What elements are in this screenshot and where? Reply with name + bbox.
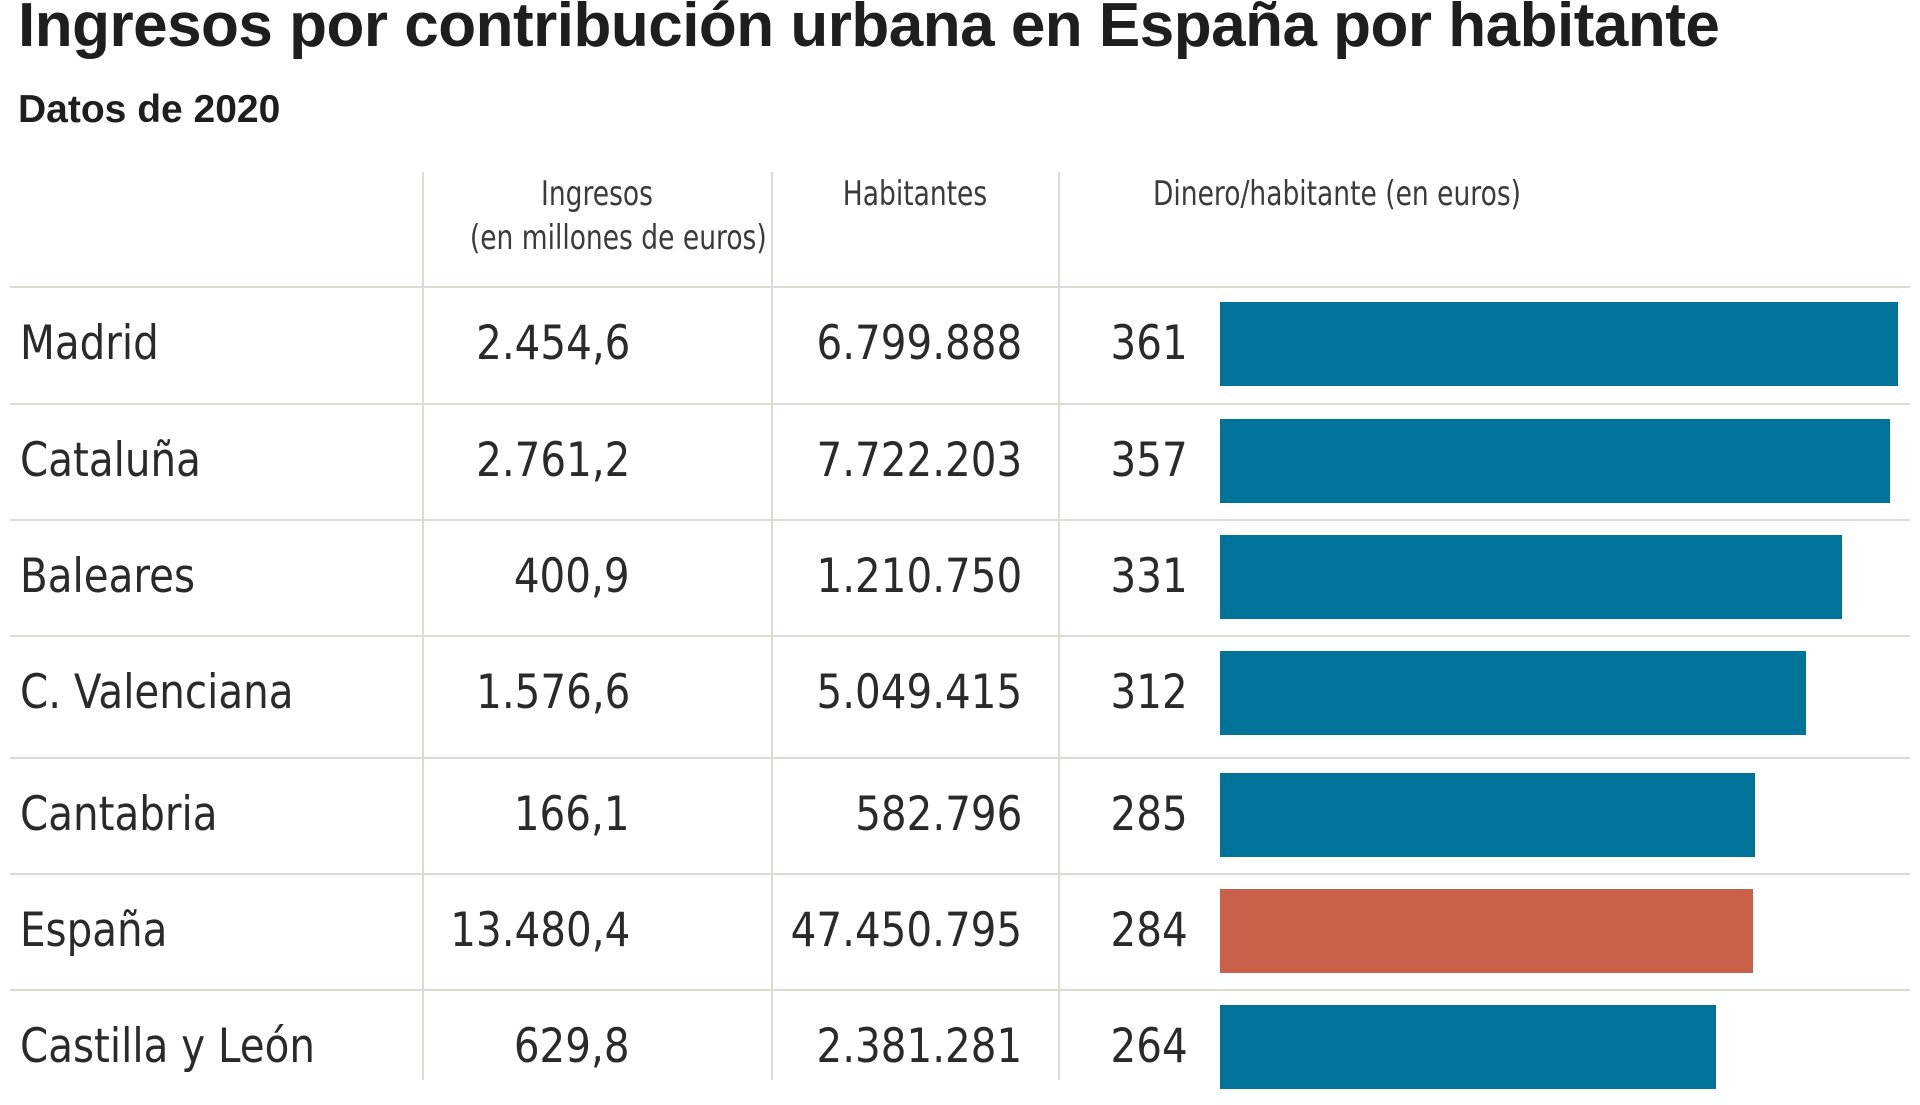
header-dinero: Dinero/habitante (en euros) xyxy=(1153,174,1522,214)
row-divider xyxy=(10,757,1910,759)
chart-title: Ingresos por contribución urbana en Espa… xyxy=(18,0,1720,60)
column-divider xyxy=(1058,172,1060,1080)
dinero-value: 284 xyxy=(1110,903,1188,958)
habitantes-value: 582.796 xyxy=(854,787,1022,842)
bar xyxy=(1220,773,1755,857)
column-divider xyxy=(422,172,424,1080)
region-name: España xyxy=(20,903,168,958)
region-name: Cantabria xyxy=(20,787,218,842)
ingresos-value: 400,9 xyxy=(514,549,630,604)
dinero-value: 312 xyxy=(1110,665,1188,720)
dinero-value: 357 xyxy=(1110,433,1188,488)
bar xyxy=(1220,535,1842,619)
bar xyxy=(1220,419,1890,503)
habitantes-value: 2.381.281 xyxy=(816,1019,1022,1074)
dinero-value: 264 xyxy=(1110,1019,1188,1074)
data-table: Ingresos (en millones de euros) Habitant… xyxy=(10,172,1910,1089)
header-habitantes: Habitantes xyxy=(842,174,988,214)
ingresos-value: 13.480,4 xyxy=(450,903,630,958)
dinero-value: 361 xyxy=(1110,316,1188,371)
bar xyxy=(1220,651,1806,735)
bar xyxy=(1220,302,1898,386)
row-divider xyxy=(10,635,1910,637)
header-ingresos-line2: (en millones de euros) xyxy=(469,218,767,258)
bar-highlight xyxy=(1220,889,1753,973)
ingresos-value: 1.576,6 xyxy=(475,665,630,720)
habitantes-value: 47.450.795 xyxy=(790,903,1022,958)
row-divider xyxy=(10,989,1910,991)
region-name: Castilla y León xyxy=(20,1019,316,1074)
bar xyxy=(1220,1005,1716,1089)
dinero-value: 285 xyxy=(1110,787,1188,842)
ingresos-value: 2.454,6 xyxy=(475,316,630,371)
row-divider xyxy=(10,873,1910,875)
header-ingresos-line1: Ingresos xyxy=(541,174,653,214)
habitantes-value: 5.049.415 xyxy=(816,665,1022,720)
region-name: C. Valenciana xyxy=(20,665,294,720)
column-divider xyxy=(771,172,773,1080)
ingresos-value: 629,8 xyxy=(514,1019,630,1074)
habitantes-value: 1.210.750 xyxy=(816,549,1022,604)
habitantes-value: 7.722.203 xyxy=(816,433,1022,488)
region-name: Madrid xyxy=(20,316,159,371)
region-name: Baleares xyxy=(20,549,196,604)
header-ingresos: Ingresos (en millones de euros) xyxy=(469,172,767,260)
chart-subtitle: Datos de 2020 xyxy=(18,88,281,131)
row-divider xyxy=(10,286,1910,288)
habitantes-value: 6.799.888 xyxy=(816,316,1022,371)
row-divider xyxy=(10,403,1910,405)
dinero-value: 331 xyxy=(1110,549,1188,604)
region-name: Cataluña xyxy=(20,433,201,488)
ingresos-value: 2.761,2 xyxy=(475,433,630,488)
row-divider xyxy=(10,519,1910,521)
ingresos-value: 166,1 xyxy=(514,787,630,842)
